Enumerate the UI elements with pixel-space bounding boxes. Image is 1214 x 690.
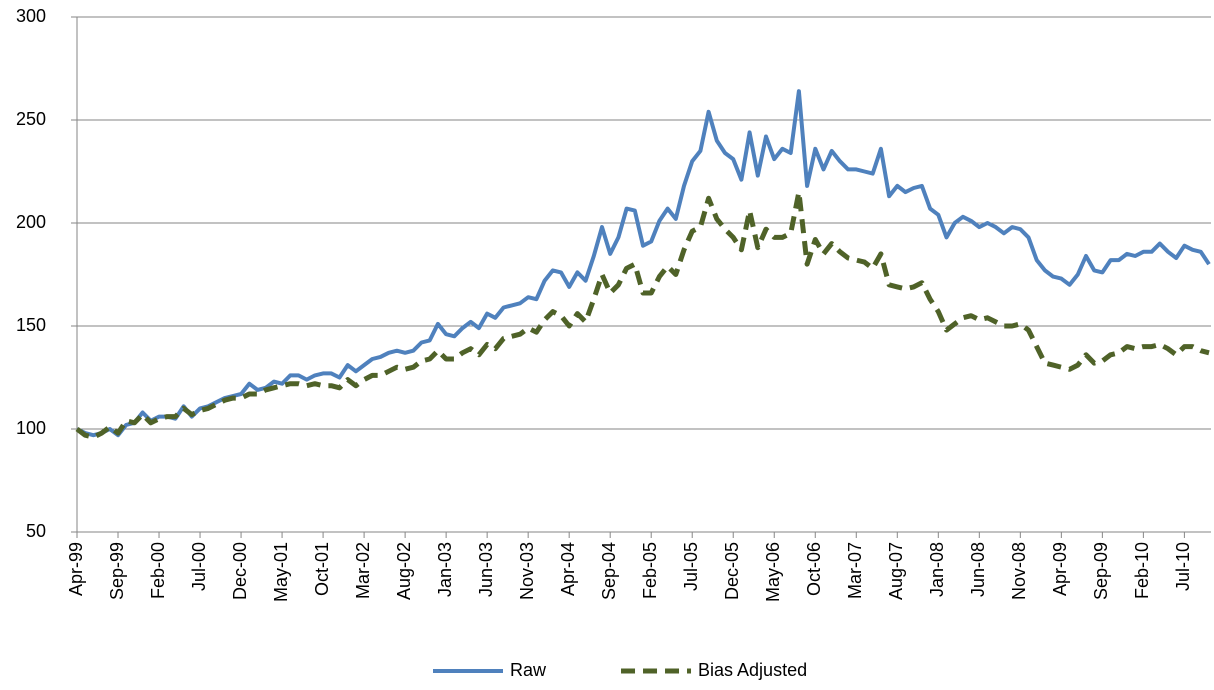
x-tick-label: Feb-00 bbox=[148, 542, 168, 599]
x-tick-label: Sep-04 bbox=[599, 542, 619, 600]
x-tick-label: Jan-08 bbox=[927, 542, 947, 597]
x-tick-label: Sep-09 bbox=[1091, 542, 1111, 600]
x-tick-label: Nov-08 bbox=[1009, 542, 1029, 600]
x-tick-label: Apr-99 bbox=[66, 542, 86, 596]
legend-label: Bias Adjusted bbox=[698, 660, 807, 680]
x-tick-label: Jun-03 bbox=[476, 542, 496, 597]
x-tick-label: Jul-05 bbox=[681, 542, 701, 591]
y-tick-label: 200 bbox=[16, 212, 46, 232]
y-tick-label: 250 bbox=[16, 109, 46, 129]
x-tick-label: May-06 bbox=[763, 542, 783, 602]
x-tick-label: Jun-08 bbox=[968, 542, 988, 597]
x-tick-label: Apr-09 bbox=[1050, 542, 1070, 596]
x-tick-label: Jul-00 bbox=[189, 542, 209, 591]
data-line bbox=[75, 189, 1210, 440]
y-tick-label: 100 bbox=[16, 418, 46, 438]
y-tick-label: 300 bbox=[16, 6, 46, 26]
x-tick-label: Feb-10 bbox=[1132, 542, 1152, 599]
x-tick-label: Aug-07 bbox=[886, 542, 906, 600]
x-tick-label: Oct-01 bbox=[312, 542, 332, 596]
y-tick-label: 50 bbox=[26, 521, 46, 541]
x-tick-label: Mar-02 bbox=[353, 542, 373, 599]
x-tick-label: Jul-10 bbox=[1173, 542, 1193, 591]
x-tick-label: Sep-99 bbox=[107, 542, 127, 600]
x-tick-label: Jan-03 bbox=[435, 542, 455, 597]
x-tick-label: Dec-05 bbox=[722, 542, 742, 600]
x-tick-label: May-01 bbox=[271, 542, 291, 602]
x-tick-label: Apr-04 bbox=[558, 542, 578, 596]
x-tick-label: Oct-06 bbox=[804, 542, 824, 596]
y-tick-label: 150 bbox=[16, 315, 46, 335]
x-tick-label: Nov-03 bbox=[517, 542, 537, 600]
legend-label: Raw bbox=[510, 660, 547, 680]
x-tick-label: Aug-02 bbox=[394, 542, 414, 600]
x-tick-label: Dec-00 bbox=[230, 542, 250, 600]
x-tick-label: Mar-07 bbox=[845, 542, 865, 599]
x-tick-label: Feb-05 bbox=[640, 542, 660, 599]
data-line bbox=[76, 89, 1211, 438]
